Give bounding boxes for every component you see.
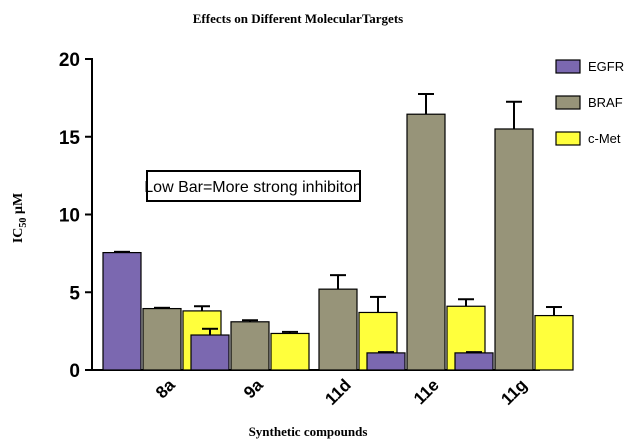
annotation-box: Low Bar=More strong inhibiton: [144, 170, 362, 202]
bar-egfr-11e: [366, 352, 406, 371]
y-label-sub: 50: [18, 218, 29, 228]
x-tick-label: 11d: [321, 375, 354, 408]
legend-swatch-egfr: [555, 59, 581, 74]
legend-swatch-braf: [555, 95, 581, 110]
annotation-text: Low Bar=More strong inhibiton: [144, 179, 361, 196]
y-tick-label: 15: [59, 128, 81, 149]
bar-braf-11e: [406, 113, 446, 371]
x-tick-label: 9a: [240, 375, 267, 402]
y-label-unit: µM: [11, 193, 26, 218]
legend-swatch-c-met: [555, 131, 581, 146]
bar-braf-8a: [142, 307, 182, 371]
legend-label-egfr: EGFR: [588, 59, 624, 74]
x-tick-label: 11g: [497, 375, 530, 408]
y-tick-label: 10: [59, 206, 80, 227]
y-tick-label: 20: [59, 50, 80, 71]
legend-label-c-met: c-Met: [588, 131, 621, 146]
bar-egfr-9a: [190, 334, 230, 371]
bar-braf-9a: [230, 321, 270, 371]
legend: EGFR BRAF c-Met: [555, 59, 624, 146]
chart-title: Effects on Different MolecularTargets: [193, 11, 403, 26]
bar-egfr-8a: [102, 251, 142, 371]
svg-text:IC50 µM: IC50 µM: [11, 193, 29, 243]
bar-braf-11d: [318, 288, 358, 371]
y-tick-label: 5: [69, 283, 80, 304]
y-axis-label: IC50 µM: [11, 193, 29, 243]
bar-braf-11g: [494, 128, 534, 371]
y-tick-label: 0: [69, 361, 80, 382]
bar-c-met-9a: [270, 332, 310, 371]
y-label-main: IC: [11, 228, 26, 244]
bar-egfr-11g: [454, 352, 494, 371]
x-tick-label: 8a: [152, 375, 179, 402]
x-axis-label: Synthetic compounds: [249, 424, 368, 439]
legend-label-braf: BRAF: [588, 95, 623, 110]
x-tick-label: 11e: [410, 375, 443, 408]
bar-c-met-11g: [534, 314, 574, 371]
plot-area: 0 5 10 15 20 8a 9a 11d 11e 11g: [59, 50, 574, 409]
